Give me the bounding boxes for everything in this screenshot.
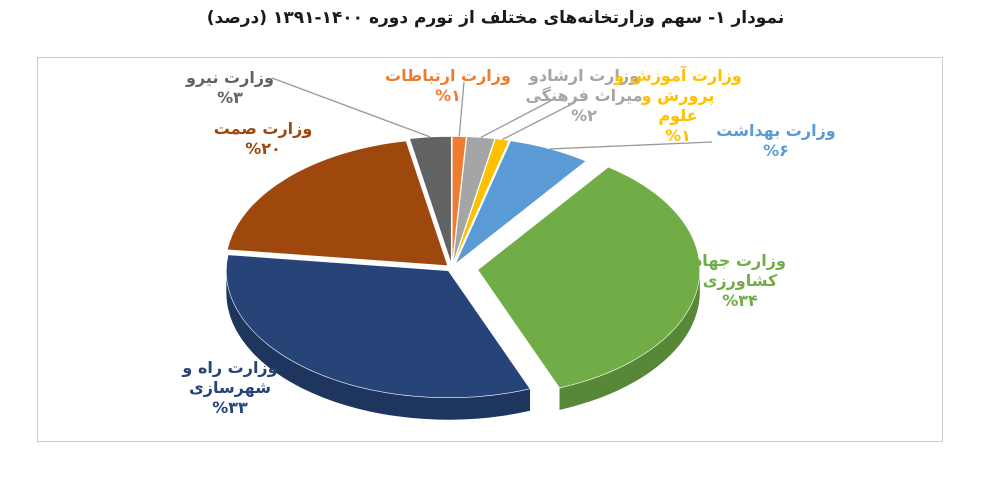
slice-label-line: شهرسازی xyxy=(189,378,271,397)
leader-line-1 xyxy=(458,81,465,137)
slice-label-line: وزارت بهداشت xyxy=(716,121,836,140)
leader-line-8 xyxy=(271,77,431,138)
slice-2 xyxy=(452,136,496,264)
chart-frame xyxy=(37,57,943,442)
slice-label-line: میراث فرهنگی xyxy=(525,86,643,105)
slice-label-3: وزارت آموزش و پرورش و علوم %۱ xyxy=(598,66,758,146)
slice-label-line: وزارت آموزش و xyxy=(614,66,742,85)
slice-label-4: وزارت بهداشت %۶ xyxy=(696,121,856,161)
slice-label-line: علوم xyxy=(658,106,698,125)
slice-label-line: وزارت راه و xyxy=(182,358,278,377)
slice-label-5: وزارت جهاد کشاورزی %۳۴ xyxy=(660,251,820,311)
pie-sides xyxy=(226,269,700,420)
slice-label-line: %۳۴ xyxy=(722,291,758,310)
slice-6 xyxy=(226,254,531,399)
slice-label-line: پرورش و xyxy=(641,86,715,105)
slice-5 xyxy=(477,166,701,389)
slice-4 xyxy=(455,140,587,265)
slice-label-6: وزارت راه و شهرسازی %۳۳ xyxy=(150,358,310,418)
slice-label-1: وزارت ارتباطات %۱ xyxy=(368,66,528,106)
leader-line-4 xyxy=(549,141,713,150)
slice-label-8: وزارت نیرو %۳ xyxy=(150,68,310,108)
slice-3 xyxy=(453,138,510,264)
chart-title: نمودار ۱- سهم وزارتخانه‌های مختلف از تور… xyxy=(206,8,785,28)
slice-label-line: %۶ xyxy=(763,141,789,160)
pie-tops xyxy=(226,136,701,399)
slice-label-line: وزارت ارشادو xyxy=(528,66,640,85)
leader-lines xyxy=(271,77,713,150)
slice-label-line: %۳ xyxy=(217,88,243,107)
slice-label-line: %۳۳ xyxy=(212,398,248,417)
slice-7 xyxy=(227,140,449,266)
slice-side-6 xyxy=(226,270,531,420)
slice-label-line: وزارت جهاد xyxy=(694,251,786,270)
slice-label-line: %۱ xyxy=(665,126,691,145)
slice-label-line: %۲ xyxy=(571,106,597,125)
slice-label-line: وزارت ارتباطات xyxy=(385,66,511,85)
slice-label-line: کشاورزی xyxy=(702,271,778,290)
slice-label-7: وزارت صمت %۲۰ xyxy=(183,119,343,159)
slice-label-line: وزارت صمت xyxy=(213,119,313,138)
slice-label-line: %۱ xyxy=(435,86,461,105)
leader-line-2 xyxy=(480,97,557,139)
slice-side-5 xyxy=(559,269,700,410)
slice-label-line: %۲۰ xyxy=(245,139,281,158)
leader-line-3 xyxy=(501,103,573,141)
slice-label-2: وزارت ارشادو میراث فرهنگی %۲ xyxy=(504,66,664,126)
slice-label-line: وزارت نیرو xyxy=(186,68,274,87)
